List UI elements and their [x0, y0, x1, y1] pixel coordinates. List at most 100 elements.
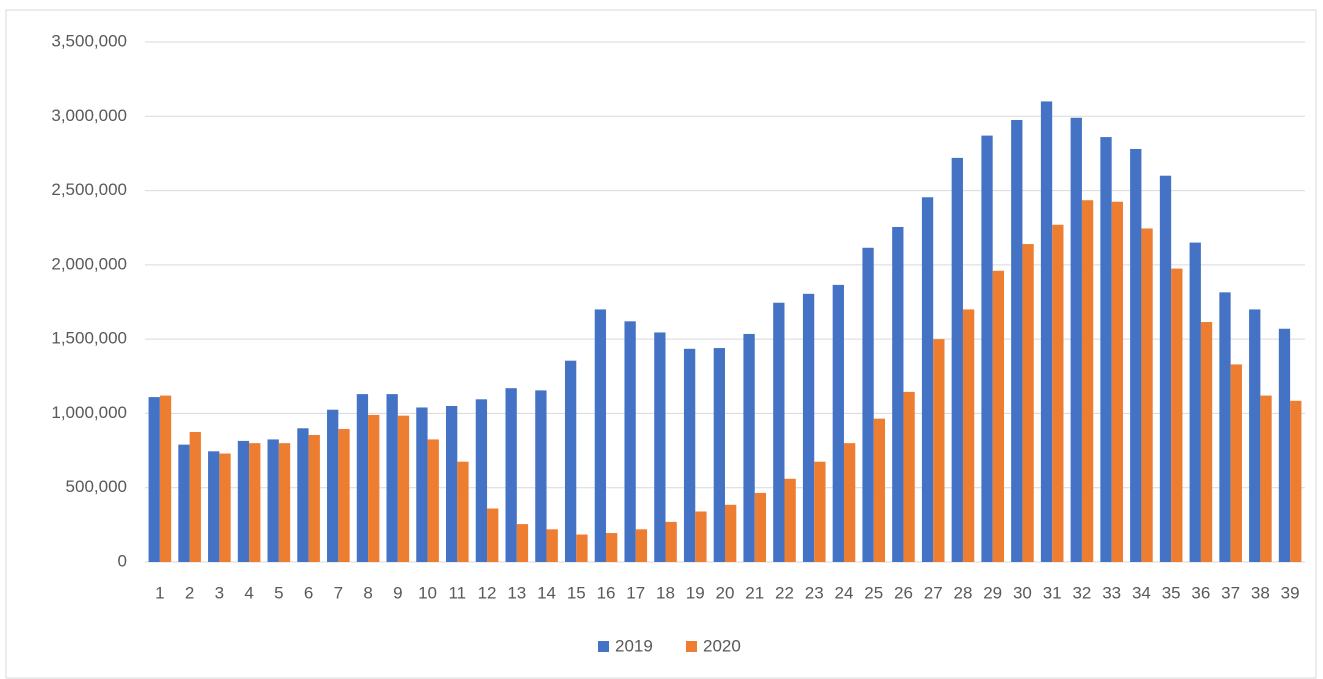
- bar: [606, 533, 618, 562]
- x-tick-label: 22: [775, 583, 794, 602]
- x-tick-label: 18: [656, 583, 675, 602]
- x-tick-label: 14: [537, 583, 556, 602]
- x-tick-label: 9: [393, 583, 402, 602]
- bar: [1111, 201, 1123, 562]
- bar: [475, 399, 488, 562]
- bar: [1278, 328, 1291, 562]
- x-tick-label: 17: [626, 583, 645, 602]
- bar: [416, 407, 428, 562]
- x-tick-label: 5: [274, 583, 283, 602]
- bar: [784, 478, 796, 562]
- x-tick-label: 15: [567, 583, 586, 602]
- x-tick-label: 26: [894, 583, 913, 602]
- bar: [725, 504, 737, 562]
- legend-swatch: [598, 641, 609, 652]
- bar: [1230, 364, 1242, 562]
- y-tick-label: 0: [118, 551, 127, 570]
- bar: [802, 293, 815, 562]
- bar: [683, 348, 696, 562]
- bar: [487, 508, 499, 562]
- bar: [1100, 137, 1112, 563]
- x-tick-label: 31: [1043, 583, 1062, 602]
- bar: [1040, 101, 1053, 562]
- bar: [208, 451, 220, 562]
- x-tick-label: 13: [507, 583, 526, 602]
- bar: [189, 432, 201, 562]
- bar: [743, 333, 755, 562]
- y-tick-label: 3,000,000: [51, 106, 127, 125]
- bar: [1260, 395, 1272, 562]
- x-tick-label: 3: [215, 583, 224, 602]
- bar: [535, 390, 547, 562]
- bar: [951, 157, 963, 562]
- x-tick-label: 34: [1132, 583, 1151, 602]
- bar: [1189, 242, 1201, 563]
- x-tick-label: 33: [1102, 583, 1121, 602]
- x-tick-label: 29: [983, 583, 1002, 602]
- bar: [278, 443, 291, 562]
- bar: [1052, 224, 1064, 562]
- x-tick-label: 4: [244, 583, 253, 602]
- x-tick-label: 36: [1191, 583, 1210, 602]
- x-tick-label: 2: [185, 583, 194, 602]
- x-tick-label: 7: [334, 583, 343, 602]
- y-tick-label: 1,500,000: [51, 329, 127, 348]
- bar: [754, 492, 767, 562]
- bar: [308, 434, 320, 562]
- x-tick-label: 20: [716, 583, 735, 602]
- x-tick-label: 27: [924, 583, 943, 602]
- x-tick-label: 23: [805, 583, 824, 602]
- bar: [576, 534, 588, 562]
- bar: [773, 302, 785, 562]
- x-tick-label: 35: [1162, 583, 1181, 602]
- y-tick-label: 2,000,000: [51, 254, 127, 273]
- bar: [397, 415, 410, 562]
- bar: [832, 284, 844, 562]
- bar: [267, 439, 279, 562]
- bar: [654, 332, 666, 562]
- bar: [446, 406, 458, 562]
- bar: [665, 521, 677, 562]
- y-tick-label: 3,500,000: [51, 31, 127, 50]
- bar: [564, 360, 577, 562]
- x-tick-label: 8: [363, 583, 372, 602]
- bar: [327, 409, 339, 562]
- bar: [933, 339, 945, 562]
- bar: [148, 397, 160, 562]
- bar: [1159, 175, 1172, 562]
- bar: [356, 394, 369, 562]
- bar: [386, 394, 398, 562]
- x-tick-label: 39: [1281, 583, 1300, 602]
- bar: [516, 524, 529, 562]
- bar: [992, 270, 1004, 562]
- bar: [249, 443, 261, 562]
- x-tick-label: 30: [1013, 583, 1032, 602]
- x-tick-label: 10: [418, 583, 437, 602]
- x-tick-label: 12: [478, 583, 497, 602]
- x-tick-label: 11: [448, 583, 466, 602]
- bar: [1022, 244, 1034, 563]
- x-tick-label: 32: [1072, 583, 1091, 602]
- bar: [981, 135, 993, 562]
- bar: [1130, 148, 1142, 562]
- bar: [505, 388, 517, 562]
- bar: [1219, 292, 1231, 562]
- legend-swatch: [686, 641, 697, 652]
- bar: [1141, 228, 1153, 562]
- bar: [635, 529, 648, 562]
- x-tick-label: 1: [155, 583, 164, 602]
- x-tick-label: 24: [835, 583, 854, 602]
- bar: [368, 414, 380, 562]
- y-tick-label: 2,500,000: [51, 180, 127, 199]
- bar: [219, 453, 231, 562]
- bar: [1070, 117, 1082, 563]
- bar: [843, 443, 856, 562]
- x-tick-label: 25: [864, 583, 883, 602]
- bar: [237, 440, 250, 562]
- bar: [862, 247, 874, 562]
- x-tick-label: 21: [745, 583, 764, 602]
- bar: [713, 348, 725, 562]
- bar: [1081, 200, 1094, 562]
- bar: [903, 391, 915, 562]
- bar: [962, 309, 975, 562]
